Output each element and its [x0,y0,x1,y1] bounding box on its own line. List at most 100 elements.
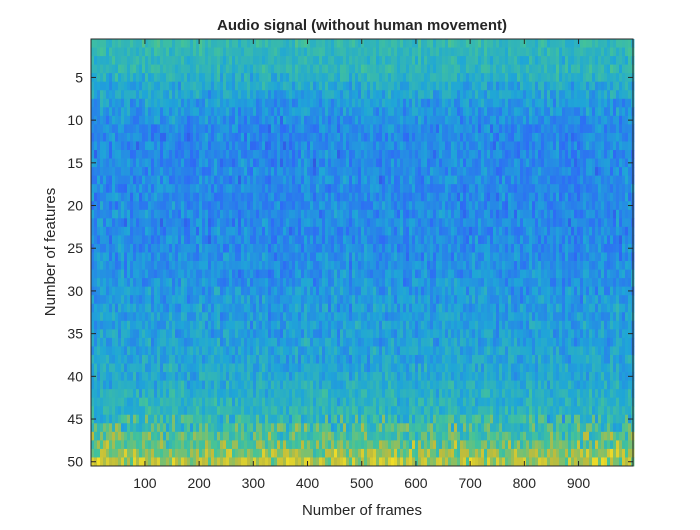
heatmap-cell [202,158,206,168]
heatmap-cell [463,73,467,83]
heatmap-cell [487,150,491,159]
heatmap-cell [469,47,473,57]
heatmap-cell [490,64,494,74]
heatmap-cell [598,73,602,83]
heatmap-cell [445,261,449,270]
heatmap-cell [448,115,452,125]
heatmap-cell [238,56,242,66]
heatmap-cell [481,150,485,159]
heatmap-cell [235,243,239,253]
heatmap-cell [265,39,269,48]
heatmap-cell [253,209,257,219]
heatmap-cell [439,132,443,142]
heatmap-cell [253,192,257,202]
heatmap-cell [352,243,356,253]
heatmap-cell [598,235,602,245]
heatmap-cell [400,81,404,91]
heatmap-cell [250,252,254,262]
heatmap-cell [268,226,272,236]
heatmap-cell [604,107,608,117]
heatmap-cell [226,73,230,83]
heatmap-cell [412,150,416,159]
heatmap-cell [196,167,200,177]
heatmap-cell [175,90,179,100]
heatmap-cell [541,184,545,194]
heatmap-cell [391,175,395,185]
heatmap-cell [400,98,404,108]
heatmap-cell [469,192,473,202]
heatmap-cell [157,201,161,211]
heatmap-cell [586,167,590,177]
heatmap-cell [199,98,203,108]
heatmap-cell [550,184,554,194]
heatmap-cell [562,47,566,57]
heatmap-cell [91,175,95,185]
heatmap-cell [406,175,410,185]
heatmap-cell [316,175,320,185]
heatmap-cell [193,243,197,253]
heatmap-cell [244,39,248,48]
heatmap-cell [418,98,422,108]
heatmap-cell [502,124,506,134]
heatmap-cell [238,243,242,253]
heatmap-cell [478,226,482,236]
heatmap-cell [130,98,134,108]
heatmap-cell [337,175,341,185]
heatmap-cell [559,158,563,168]
heatmap-cell [136,98,140,108]
heatmap-cell [154,175,158,185]
heatmap-cell [514,73,518,83]
heatmap-cell [217,73,221,83]
heatmap-cell [400,167,404,177]
heatmap-cell [265,124,269,134]
heatmap-cell [400,243,404,253]
heatmap-cell [283,167,287,177]
heatmap-cell [424,39,428,48]
heatmap-cell [238,107,242,117]
heatmap-cell [235,64,239,74]
heatmap-cell [139,56,143,66]
heatmap-cell [307,184,311,194]
heatmap-cell [301,192,305,202]
heatmap-cell [499,81,503,91]
heatmap-cell [346,218,350,228]
heatmap-cell [409,252,413,262]
heatmap-cell [271,150,275,159]
heatmap-cell [211,98,215,108]
heatmap-cell [619,261,623,270]
heatmap-cell [574,184,578,194]
heatmap-cell [412,115,416,125]
heatmap-cell [349,184,353,194]
heatmap-cell [571,64,575,74]
heatmap-cell [274,158,278,168]
heatmap-cell [142,132,146,142]
heatmap-cell [445,243,449,253]
heatmap-cell [175,175,179,185]
heatmap-cell [97,243,101,253]
heatmap-cell [316,107,320,117]
heatmap-cell [463,115,467,125]
heatmap-cell [457,141,461,151]
heatmap-cell [304,184,308,194]
heatmap-cell [301,235,305,245]
heatmap-cell [325,47,329,57]
heatmap-cell [274,150,278,159]
heatmap-cell [250,226,254,236]
heatmap-cell [307,192,311,202]
heatmap-cell [217,218,221,228]
heatmap-cell [136,64,140,74]
heatmap-cell [574,192,578,202]
heatmap-cell [433,226,437,236]
heatmap-cell [331,141,335,151]
heatmap-cell [448,73,452,83]
heatmap-cell [322,90,326,100]
heatmap-cell [307,39,311,48]
heatmap-cell [481,56,485,66]
heatmap-cell [175,56,179,66]
heatmap-cell [310,218,314,228]
heatmap-cell [166,243,170,253]
heatmap-cell [412,184,416,194]
heatmap-cell [502,243,506,253]
heatmap-cell [190,218,194,228]
heatmap-cell [460,243,464,253]
